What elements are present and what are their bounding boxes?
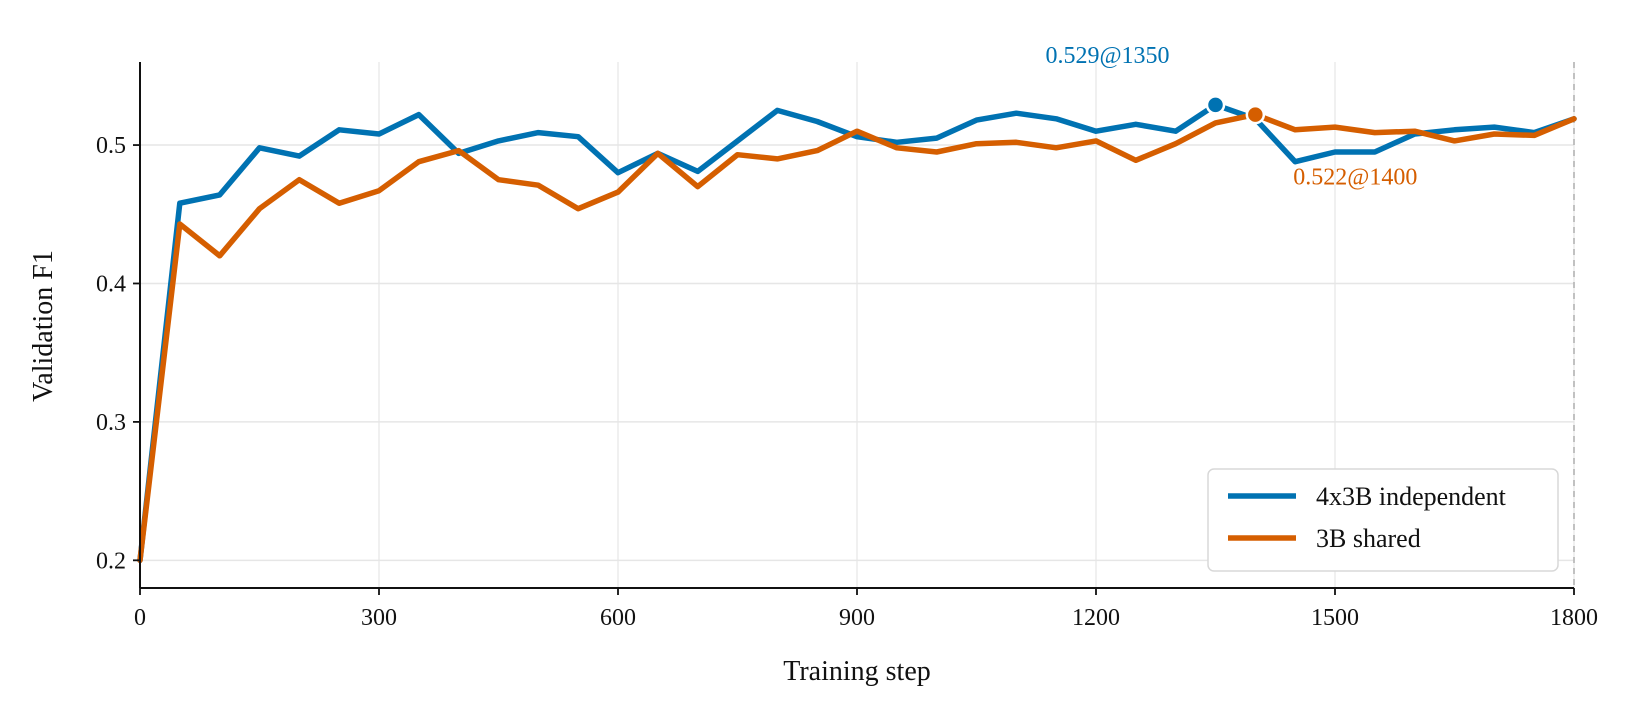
x-axis-label: Training step xyxy=(783,656,931,687)
peak-marker-1 xyxy=(1245,104,1266,125)
grid xyxy=(140,62,1575,588)
x-tick-label-0: 0 xyxy=(134,605,146,631)
y-tick-label-0: 0.2 xyxy=(96,548,126,574)
x-tick-label-3: 900 xyxy=(839,605,875,631)
y-tick-label-1: 0.3 xyxy=(96,410,126,436)
x-tick-label-2: 600 xyxy=(600,605,636,631)
series-line-1 xyxy=(137,111,1577,564)
x-tick-label-6: 1800 xyxy=(1550,605,1598,631)
annotations: 0.529@1350 0.522@1400 xyxy=(1045,43,1417,191)
y-tick-label-2: 0.4 xyxy=(96,271,126,297)
series-group xyxy=(137,102,1577,564)
series-line-0 xyxy=(137,102,1577,564)
x-tick-label-5: 1500 xyxy=(1311,605,1359,631)
peak-marker-0 xyxy=(1205,95,1226,115)
x-tick-label-4: 1200 xyxy=(1072,605,1120,631)
tick-labels: 0 300 600 900 1200 1500 1800 0.2 0.3 0.4 0.5 xyxy=(96,133,1598,631)
legend-entry-4x3b-independent: 4x3B independent xyxy=(1316,482,1507,511)
peak-annotation-0: 0.529@1350 xyxy=(1045,43,1169,69)
x-tick-label-1: 300 xyxy=(361,605,397,631)
y-tick-label-3: 0.5 xyxy=(96,133,126,159)
legend: 4x3B independent 3B shared xyxy=(1207,468,1559,572)
peak-annotation-1: 0.522@1400 xyxy=(1293,165,1417,191)
y-axis-label: Validation F1 xyxy=(28,250,59,402)
legend-entry-3b-shared: 3B shared xyxy=(1316,524,1421,553)
